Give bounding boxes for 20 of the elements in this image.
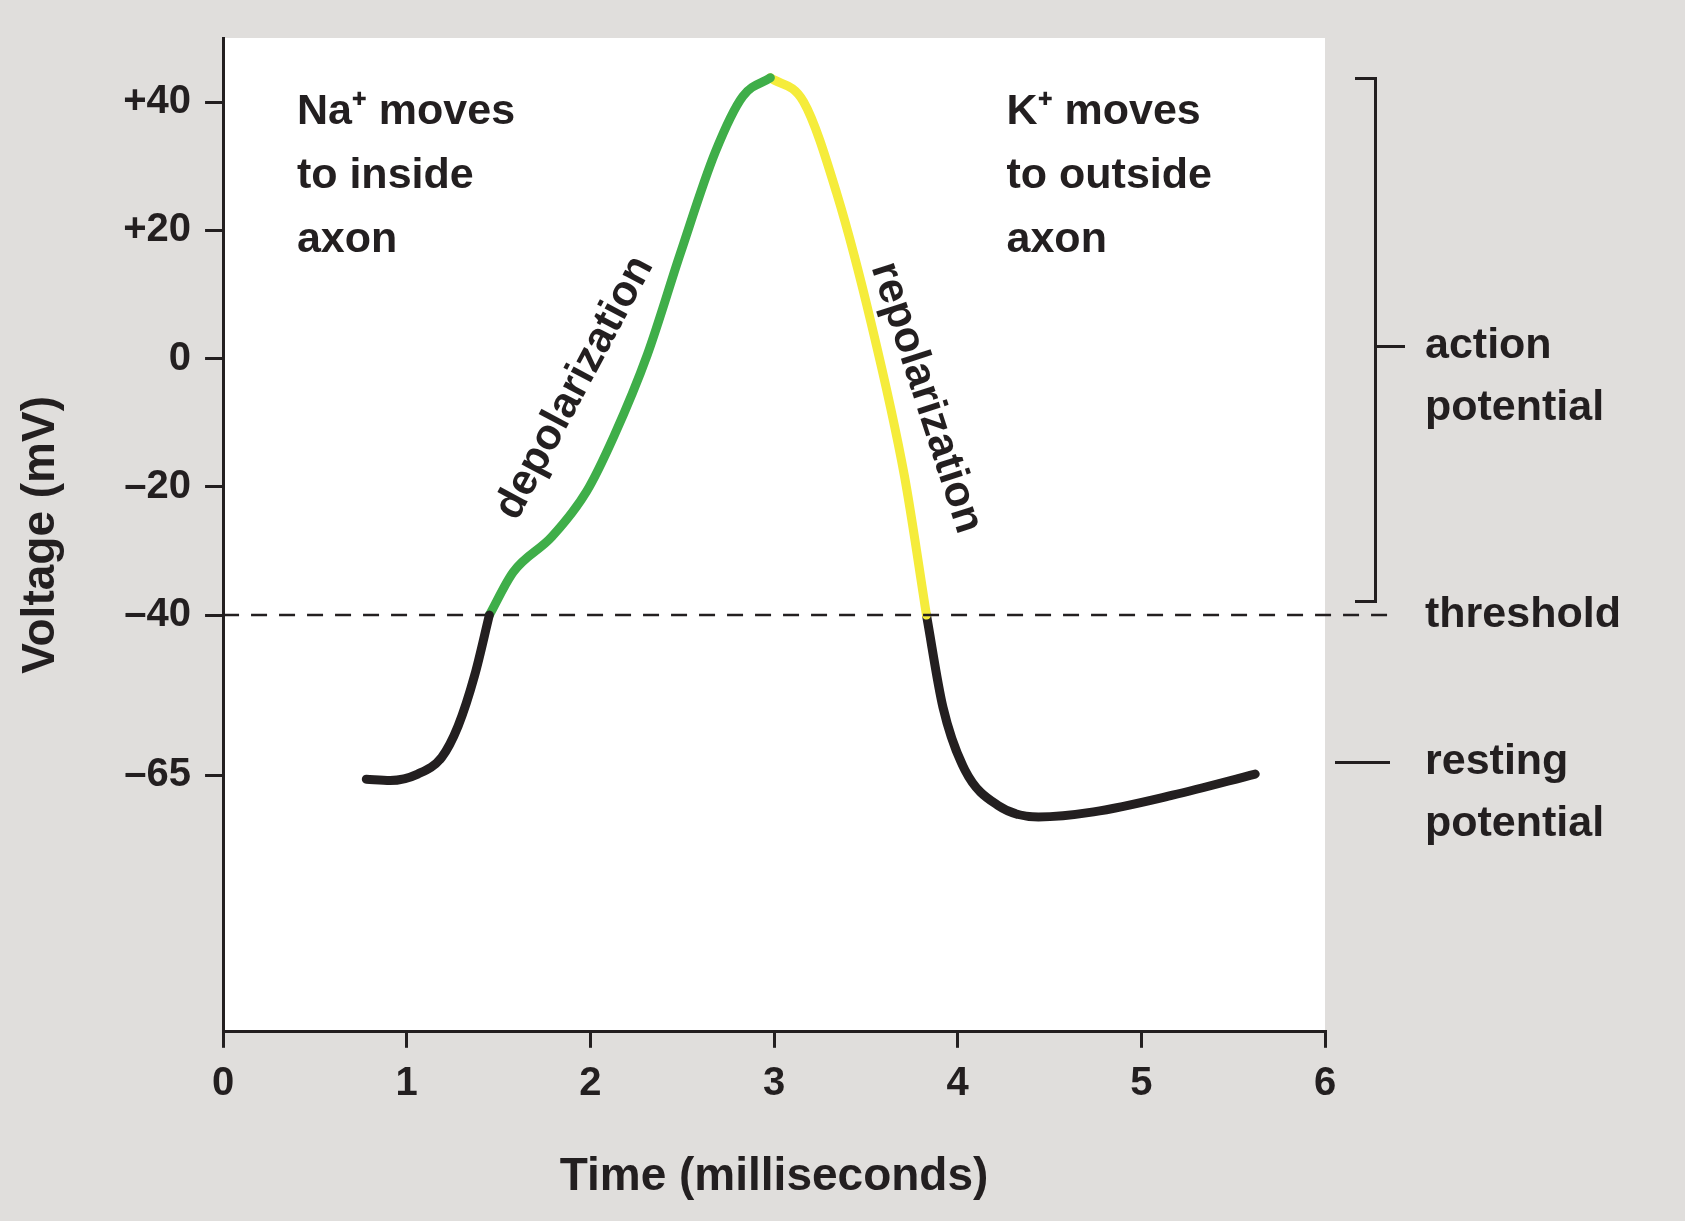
text: action potential	[1425, 318, 1605, 429]
x-tick-label: 3	[762, 1058, 786, 1103]
y-tick-label: 0	[168, 333, 192, 378]
y-axis-title: Voltage (mV)	[12, 396, 65, 674]
x-tick-label: 4	[946, 1058, 970, 1103]
text: resting potential	[1425, 735, 1605, 846]
x-tick-label: 0	[211, 1058, 235, 1103]
annotation: K⁺ moves to outside axon	[1006, 85, 1212, 262]
x-tick-label: 2	[579, 1058, 602, 1103]
y-tick-label: –20	[124, 461, 192, 506]
ref-line-label: threshold	[1425, 587, 1621, 636]
x-tick-label: 5	[1130, 1058, 1153, 1103]
y-tick-label: –40	[124, 590, 192, 635]
x-tick-label: 1	[395, 1058, 418, 1103]
x-axis-title: Time (milliseconds)	[559, 1148, 989, 1201]
y-tick-label: –65	[124, 750, 192, 795]
y-tick-label: +40	[123, 77, 192, 122]
y-tick-label: +20	[123, 205, 192, 250]
annotation: Na⁺ moves to inside axon	[296, 85, 516, 262]
x-tick-label: 6	[1313, 1058, 1337, 1103]
